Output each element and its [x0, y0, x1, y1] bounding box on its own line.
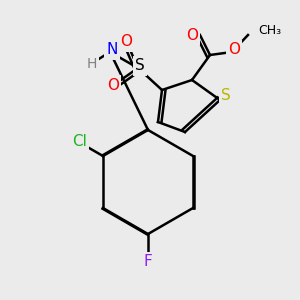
Text: CH₃: CH₃ [258, 25, 281, 38]
Text: F: F [144, 254, 152, 269]
Text: O: O [186, 28, 198, 43]
Text: S: S [135, 58, 145, 74]
Text: Cl: Cl [72, 134, 87, 149]
Text: S: S [221, 88, 231, 104]
Text: O: O [120, 34, 132, 50]
Text: O: O [107, 77, 119, 92]
Text: H: H [87, 57, 97, 71]
Text: O: O [228, 43, 240, 58]
Text: N: N [106, 43, 118, 58]
